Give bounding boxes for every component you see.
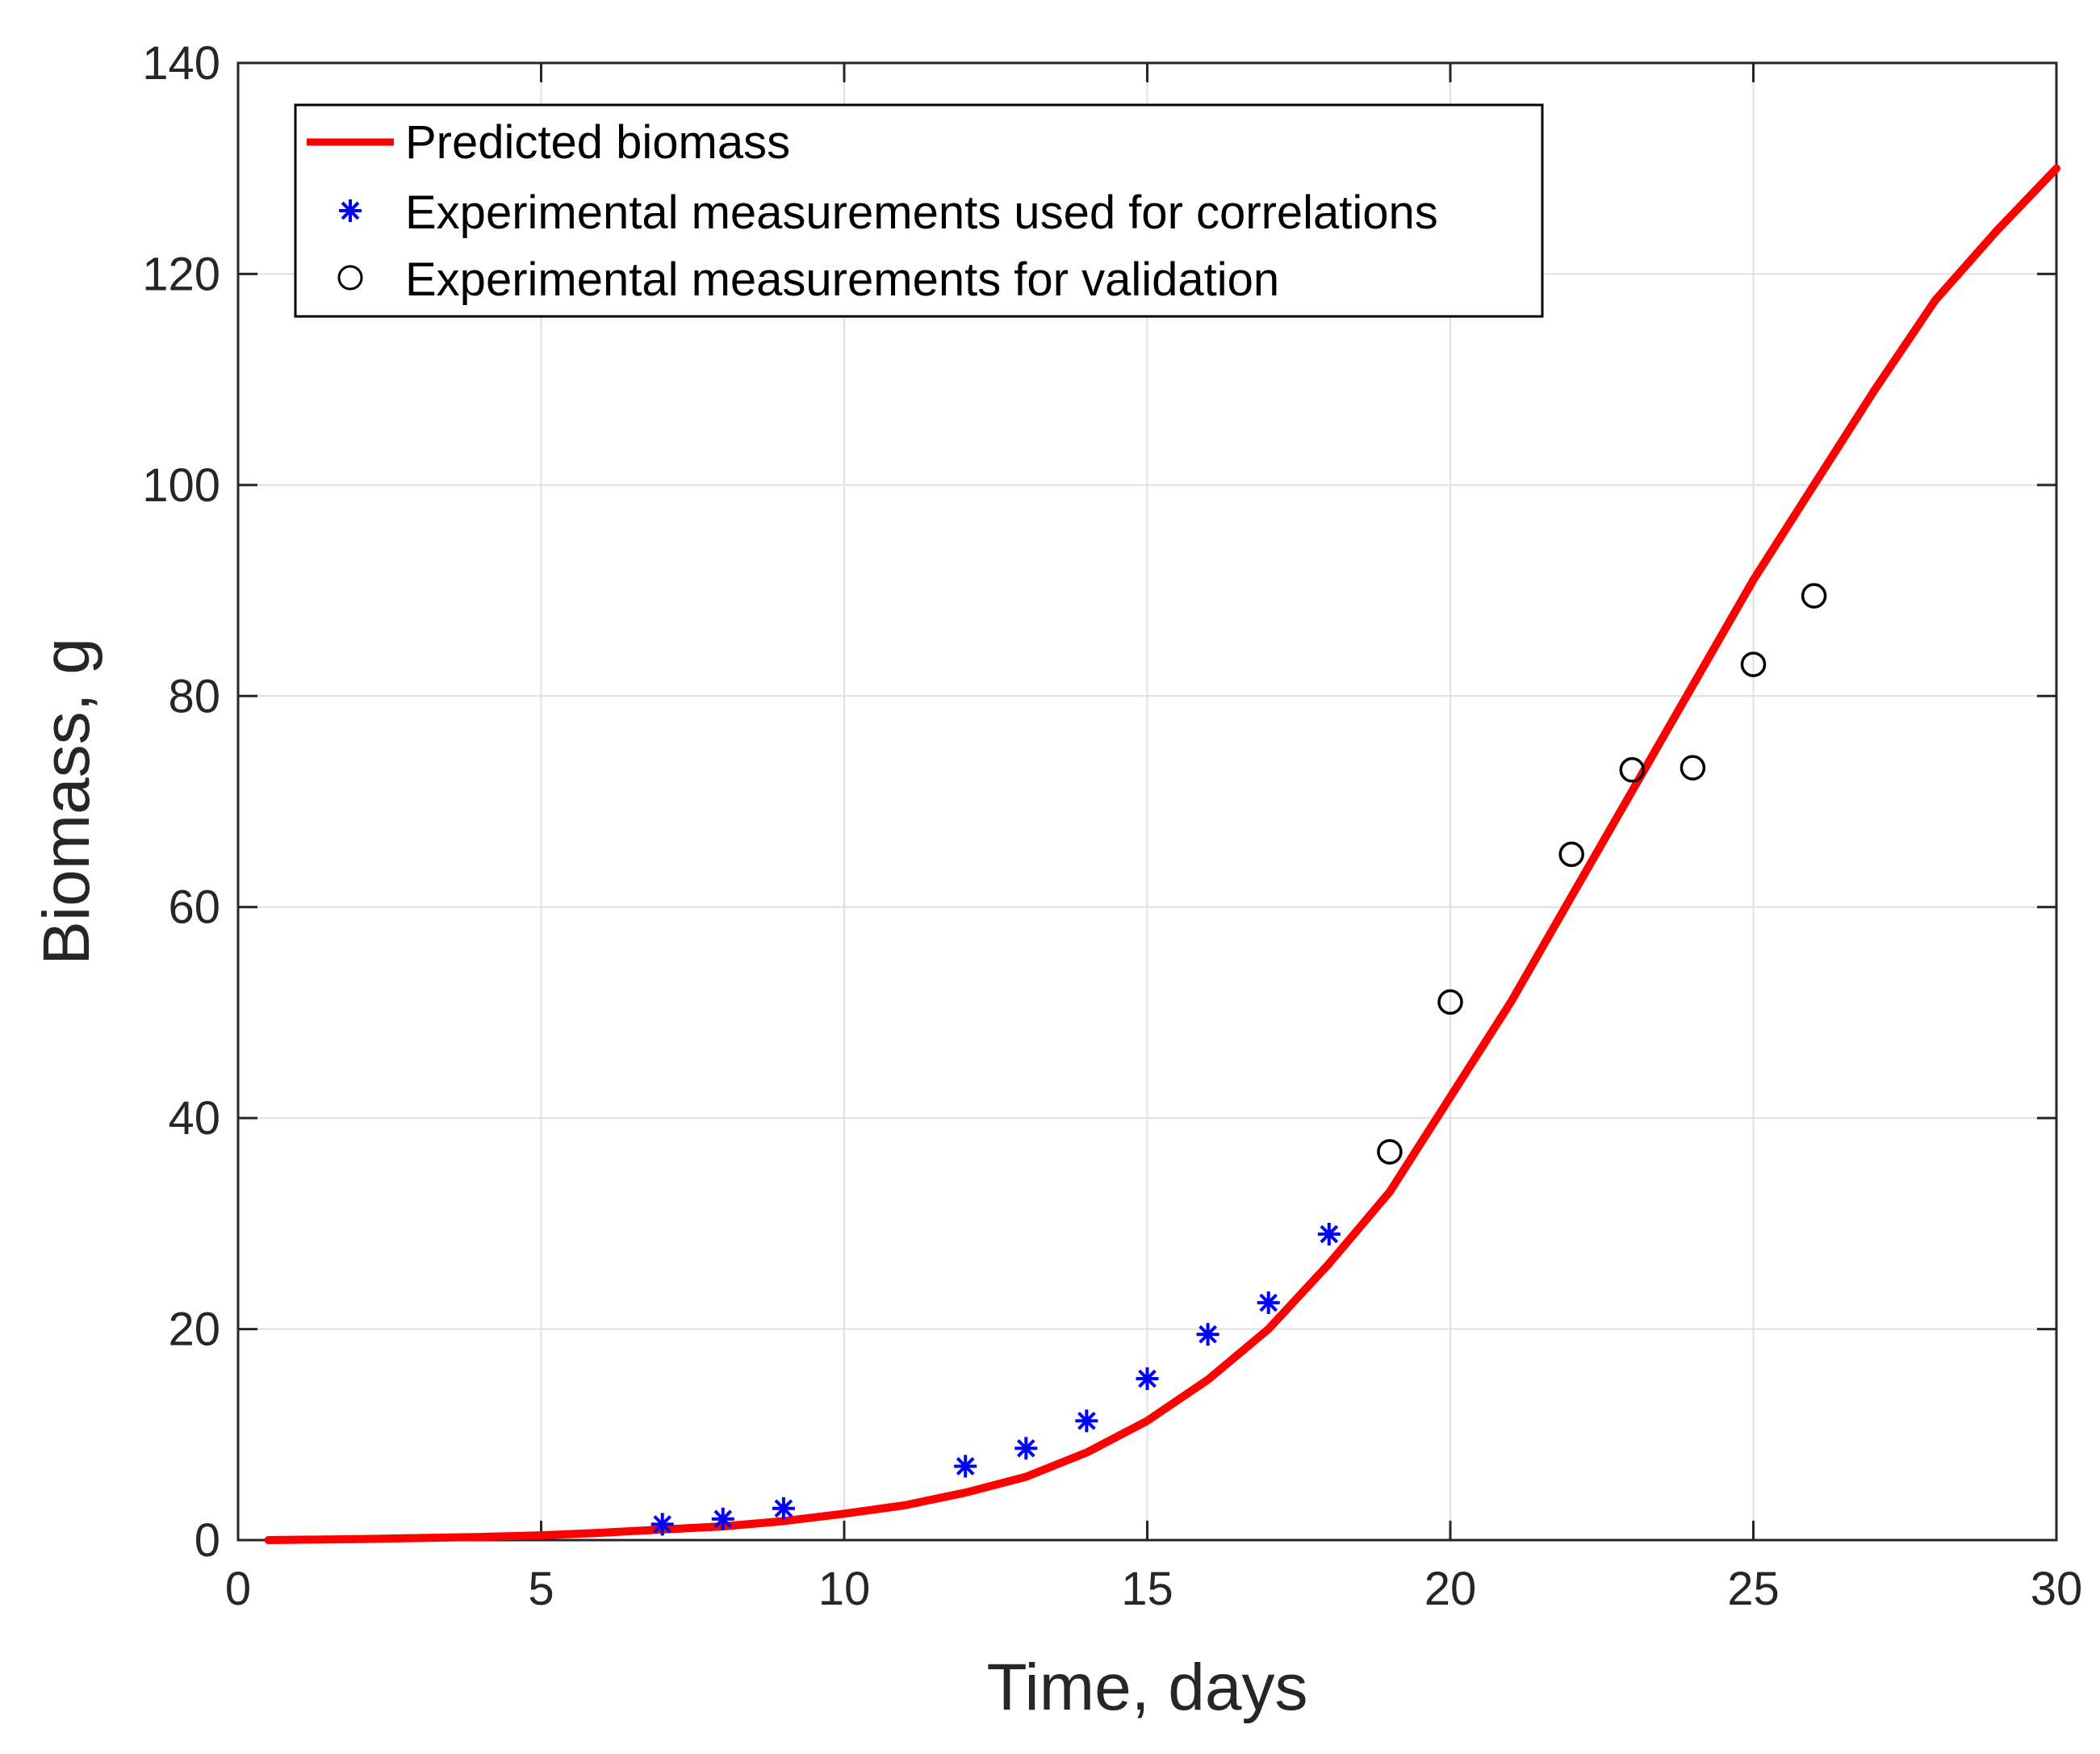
axis-ticks: 0 5 10 15 20 25 30 0 20 40 60 80 100 120 140 bbox=[142, 37, 2082, 1615]
validation-point bbox=[1740, 651, 1767, 677]
correlation-point bbox=[1136, 1367, 1159, 1391]
correlation-point bbox=[650, 1513, 674, 1536]
x-tick-label: 15 bbox=[1121, 1563, 1173, 1615]
y-tick-label: 80 bbox=[168, 670, 220, 722]
y-tick-label: 40 bbox=[168, 1092, 220, 1145]
correlation-point bbox=[772, 1497, 795, 1520]
correlation-point bbox=[1075, 1409, 1098, 1433]
correlation-point bbox=[1317, 1222, 1341, 1245]
legend-label-correlation: Experimental measurements used for corre… bbox=[405, 186, 1438, 239]
x-tick-label: 25 bbox=[1727, 1563, 1780, 1615]
x-tick-label: 10 bbox=[818, 1563, 871, 1615]
x-tick-label: 30 bbox=[2031, 1563, 2083, 1615]
predicted-biomass-line bbox=[264, 164, 2060, 1544]
x-tick-label: 0 bbox=[225, 1563, 251, 1615]
legend-star-mark bbox=[339, 199, 362, 222]
legend-box bbox=[294, 103, 1544, 318]
x-tick-label: 20 bbox=[1424, 1563, 1477, 1615]
legend-swatch-validation bbox=[337, 265, 363, 291]
legend: Predicted biomass Experimental measureme… bbox=[294, 103, 1544, 318]
correlation-point bbox=[711, 1507, 734, 1530]
x-axis-label: Time, days bbox=[987, 1651, 1308, 1724]
validation-point bbox=[1680, 755, 1706, 781]
validation-point bbox=[1619, 757, 1646, 783]
validation-point bbox=[1437, 989, 1463, 1015]
validation-point bbox=[1558, 841, 1584, 868]
validation-point bbox=[1801, 583, 1827, 609]
y-tick-label: 140 bbox=[142, 37, 220, 90]
y-tick-label: 100 bbox=[142, 459, 220, 512]
y-tick-label: 60 bbox=[168, 881, 220, 934]
y-tick-label: 20 bbox=[168, 1304, 220, 1356]
series-layer bbox=[264, 164, 2060, 1544]
correlation-point bbox=[1014, 1437, 1038, 1460]
legend-label-validation: Experimental measurements for validation bbox=[405, 253, 1279, 306]
x-tick-label: 5 bbox=[528, 1563, 554, 1615]
correlation-point bbox=[1196, 1323, 1219, 1346]
correlation-point bbox=[1257, 1291, 1280, 1314]
y-axis-label: Biomass, g bbox=[30, 638, 103, 965]
legend-label-predicted: Predicted biomass bbox=[405, 116, 790, 169]
y-tick-label: 0 bbox=[195, 1514, 220, 1567]
validation-point bbox=[1377, 1139, 1403, 1165]
correlation-point bbox=[954, 1455, 977, 1478]
legend-swatch-correlation bbox=[339, 199, 362, 222]
y-tick-label: 120 bbox=[142, 248, 220, 300]
